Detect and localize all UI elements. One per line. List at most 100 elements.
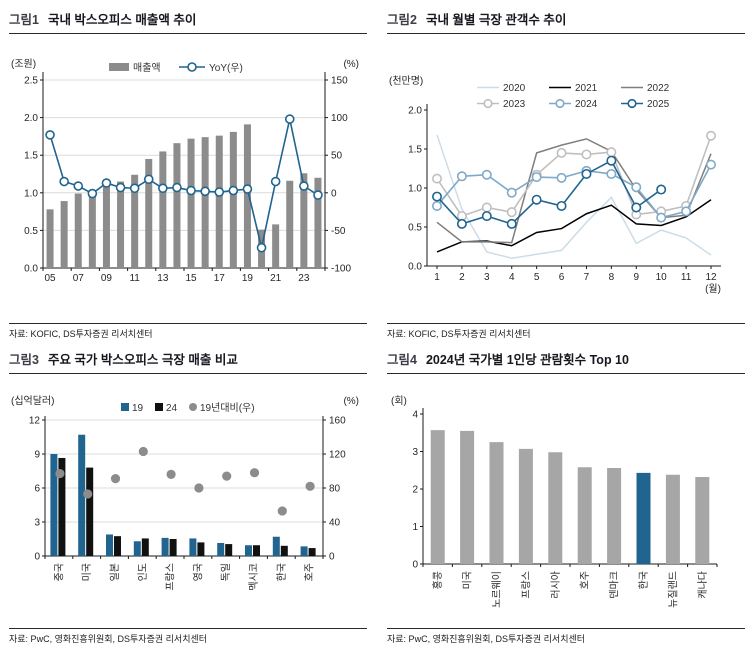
yoy-marker <box>101 178 112 188</box>
marker-2024 <box>456 171 467 182</box>
bar <box>460 430 475 564</box>
x-axis-tick: 13 <box>157 273 169 284</box>
figure3-source: 자료: PwC, 영화진흥위원회, DS투자증권 리서치센터 <box>9 628 367 645</box>
x-axis-tick: 5 <box>534 272 540 283</box>
ratio-dot <box>138 446 148 457</box>
revenue-bar <box>215 135 223 268</box>
x-axis-label: 캐나다 <box>697 571 709 599</box>
yoy-marker <box>200 186 210 197</box>
x-axis-tick: 1 <box>434 272 440 283</box>
x-axis-label: 노르웨이 <box>491 571 503 608</box>
legend-label-2024: 2024 <box>575 99 598 110</box>
legend-marker-2025 <box>627 98 637 109</box>
yoy-marker <box>313 190 323 200</box>
ratio-dot <box>277 506 287 516</box>
bar-2019 <box>133 541 141 556</box>
figure2-panel: 그림2 국내 월별 극장 관객수 추이 0.0 0.5 1.0 1.5 2.0 1 2 3 4 5… <box>387 6 745 340</box>
x-axis-label: 프랑스 <box>520 571 532 599</box>
bar-2024 <box>58 457 66 556</box>
figure4-panel: 그림4 2024년 국가별 1인당 관람횟수 Top 10 0 1 2 3 4 홍콩 미국 노… <box>387 346 745 645</box>
bar-2019 <box>300 546 308 556</box>
y-axis-tick: 0.0 <box>408 262 422 273</box>
x-axis-label: 미국 <box>462 571 474 589</box>
bar <box>607 468 622 564</box>
line-2025 <box>436 159 662 225</box>
ratio-dot <box>222 471 232 481</box>
yoy-marker <box>143 174 154 185</box>
fig2-chart-svg: 0.00.51.01.52.01 2 3 4 5 6 7 8 9 10 11 12(월)(천만명)20… <box>389 75 721 295</box>
bar-2024 <box>225 544 233 556</box>
bar-2024 <box>86 467 94 556</box>
revenue-bar <box>131 174 139 268</box>
marker-2025 <box>556 200 567 211</box>
revenue-bar <box>173 143 181 268</box>
figure2-chart-box: 0.0 0.5 1.0 1.5 2.0 1 2 3 4 5 6 7 8 9 10 11 12 (월) (천만명) 20… <box>387 34 745 322</box>
x-axis-tick: 4 <box>509 272 515 283</box>
marker-2024 <box>431 200 442 211</box>
x-axis-label: 멕시코 <box>248 563 260 591</box>
revenue-bars <box>46 124 322 268</box>
revenue-bar <box>286 180 294 268</box>
yoy-marker <box>299 181 309 191</box>
yoy-marker <box>172 182 182 193</box>
marker-2023 <box>606 147 617 158</box>
left-axis-unit: (조원) <box>11 58 36 70</box>
figure3-title-row: 그림3 주요 국가 박스오피스 극장 매출 비교 <box>9 346 367 374</box>
y-axis-tick-left: 1.0 <box>24 188 38 199</box>
revenue-bar <box>145 158 153 268</box>
marker-2023 <box>481 202 492 213</box>
figure3-label: 그림3 <box>9 353 39 367</box>
y-axis-tick-right: -50 <box>331 226 346 237</box>
revenue-bar <box>300 173 308 268</box>
right-axis-unit: (%) <box>343 59 359 70</box>
marker-2025 <box>456 218 467 229</box>
bar-2019 <box>161 537 169 556</box>
marker-2023 <box>705 130 716 141</box>
right-axis-unit: (%) <box>343 396 359 407</box>
y-axis-tick-right: 50 <box>331 151 343 162</box>
yoy-marker <box>59 176 69 187</box>
marker-2025 <box>581 168 592 179</box>
y-axis-tick: 1.0 <box>408 184 422 195</box>
x-axis-label: 러시아 <box>550 571 562 599</box>
left-axis-unit: (천만명) <box>389 75 423 87</box>
bar-2024 <box>280 545 288 556</box>
bar-2024 <box>169 539 177 556</box>
legend-label-19: 19 <box>132 403 144 414</box>
x-axis-label: 독일 <box>220 563 232 581</box>
y-axis-tick: 3 <box>412 447 418 458</box>
figure4-chart-box: 0 1 2 3 4 홍콩 미국 노르웨이 프랑스 러시아 호주 덴마크 한국 뉴질랜드 캐나다 (회) <box>387 374 745 627</box>
marker-2024 <box>681 206 692 217</box>
revenue-bar <box>74 193 82 268</box>
legend-label-2022: 2022 <box>647 83 670 94</box>
bar-2019 <box>78 434 86 556</box>
bar-2024 <box>197 542 205 556</box>
yoy-marker <box>45 130 55 140</box>
y-axis-tick-right: 150 <box>331 76 348 87</box>
legend-label-sales: 매출액 <box>133 62 161 74</box>
legend-label-24: 24 <box>166 403 178 414</box>
figure4-source: 자료: PwC, 영화진흥위원회, DS투자증권 리서치센터 <box>387 628 745 645</box>
marker-2025 <box>631 202 642 213</box>
y-axis-tick: 0.5 <box>408 223 422 234</box>
figure1-heading: 국내 박스오피스 매출액 추이 <box>47 13 197 27</box>
x-axis-tick: 7 <box>584 272 590 283</box>
y-axis-tick-left: 2.5 <box>24 76 38 87</box>
x-axis-tick: 3 <box>484 272 490 283</box>
marker-2024 <box>556 172 567 183</box>
legend-marker-2024 <box>555 98 565 109</box>
x-axis-label: 뉴질랜드 <box>667 571 679 608</box>
x-axis-tick: 23 <box>298 273 310 284</box>
x-axis-tick: 17 <box>214 273 226 284</box>
marker-2023 <box>556 147 567 158</box>
figure2-title-row: 그림2 국내 월별 극장 관객수 추이 <box>387 6 745 34</box>
x-axis-label: 프랑스 <box>165 563 177 591</box>
yoy-marker <box>242 184 253 194</box>
revenue-bar <box>314 177 322 268</box>
left-axis-unit: (회) <box>391 395 407 407</box>
y-axis-tick-left: 2.0 <box>24 113 38 124</box>
yoy-marker <box>73 181 84 191</box>
y-axis-tick: 2.0 <box>408 106 422 117</box>
